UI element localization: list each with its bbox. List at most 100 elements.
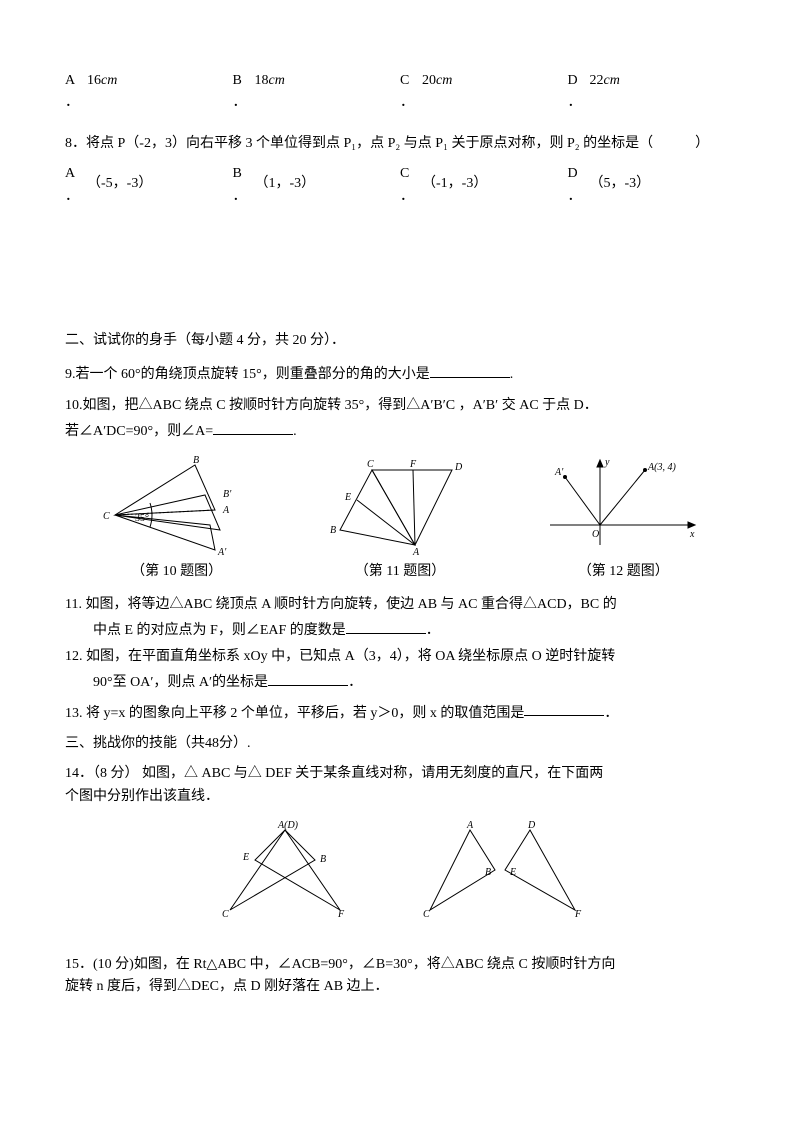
lbl-F: F — [409, 459, 417, 470]
q7-opt-d: D ． 22cm — [568, 70, 736, 115]
q9-text: 9.若一个 60°的角绕顶点旋转 15°，则重叠部分的角的大小是 — [65, 367, 430, 382]
q8-opt-b: B ． （1，-3） — [233, 163, 401, 208]
lbl-F: F — [337, 909, 345, 920]
lbl-A: A — [412, 547, 420, 555]
q7-opt-a: A ． 16cm — [65, 70, 233, 115]
q7-options: A． 16cm B． 18cm C． 20cm D． 22cm — [65, 70, 735, 115]
lbl-AD: A(D) — [277, 820, 299, 831]
lbl-O: O — [592, 529, 599, 540]
q11-l1: 11. 如图，将等边△ABC 绕顶点 A 顺时针方向旋转，使边 AB 与 AC … — [65, 597, 617, 612]
q8-opt-c: C． （-1，-3） — [400, 163, 568, 208]
q11-indent: 中点 E 的对应点为 F，则∠EAF 的度数是． — [65, 623, 440, 638]
lbl-A: A(3, 4) — [647, 462, 676, 473]
lbl: D — [568, 166, 578, 181]
lbl-angle: 35° — [135, 513, 149, 524]
lbl-E: E — [242, 852, 249, 863]
val: 18 — [255, 73, 269, 88]
val: 20 — [422, 73, 436, 88]
lbl: D — [568, 73, 578, 88]
punct: ． — [233, 189, 247, 204]
lbl: A — [65, 166, 75, 181]
punct: ． — [568, 189, 582, 204]
q8-opt-a: A ． （-5，-3） — [65, 163, 233, 208]
val: （1，-3） — [255, 176, 316, 191]
q13-text: 13. 将 y=x 的图象向上平移 2 个单位，平移后，若 y＞0，则 x 的取… — [65, 705, 524, 720]
unit: cm — [604, 73, 620, 88]
punct: ． — [65, 95, 79, 110]
lbl-A: A — [466, 820, 474, 831]
q15-l2: 旋转 n 度后，得到△DEC，点 D 刚好落在 AB 边上． — [65, 979, 389, 994]
lbl: C — [400, 73, 409, 88]
figcap-row-1: （第 10 题图） （第 11 题图） （第 12 题图） — [65, 561, 735, 583]
cap12: （第 12 题图） — [512, 561, 735, 583]
q10-blank — [213, 417, 293, 435]
lbl-A: A — [222, 505, 230, 516]
lbl-x: x — [689, 529, 695, 540]
figures-row-1: B B' A A' C 35° C F D E B A — [65, 455, 735, 555]
q13-punct: ． — [604, 705, 618, 720]
section3-heading: 三、挑战你的技能（共48分）. — [65, 733, 735, 755]
q10: 10.如图，把△ABC 绕点 C 按顺时针方向旋转 35°，得到△A′B′C ，… — [65, 395, 735, 444]
val: （5，-3） — [590, 176, 651, 191]
q14-l2: 个图中分别作出该直线． — [65, 789, 219, 804]
q13-blank — [524, 699, 604, 717]
fig14b-svg: A D B E C F — [415, 820, 590, 920]
lbl-C: C — [222, 909, 229, 920]
lbl-B: B — [485, 867, 491, 878]
lbl-C: C — [423, 909, 430, 920]
q12-indent: 90°至 OA′，则点 A′的坐标是 ． — [65, 675, 362, 690]
q8-opt-d: D ． （5，-3） — [568, 163, 736, 208]
q7-opt-c: C ． 20cm — [400, 70, 568, 115]
q7-opt-b: B ． 18cm — [233, 70, 401, 115]
figures-row-2: A(D) E B C F A D B E C F — [65, 820, 735, 920]
lbl: B — [233, 166, 242, 181]
lbl: A — [65, 73, 75, 88]
lbl-D: D — [454, 462, 463, 473]
lbl-E: E — [344, 492, 351, 503]
q13: 13. 将 y=x 的图象向上平移 2 个单位，平移后，若 y＞0，则 x 的取… — [65, 699, 735, 725]
lbl-Ap: A' — [217, 547, 227, 555]
lbl-y: y — [604, 457, 610, 468]
lbl-E: E — [509, 867, 516, 878]
lbl: B — [233, 73, 242, 88]
punct: ． — [233, 95, 247, 110]
punct: ． — [568, 95, 582, 110]
punct: ． — [400, 189, 414, 204]
q8-options: A． （-5，-3） B． （1，-3） C． （-1，-3） D． （5，-3… — [65, 163, 735, 208]
unit: cm — [436, 73, 452, 88]
q10-punct: . — [293, 424, 297, 439]
fig10-svg: B B' A A' C 35° — [95, 455, 255, 555]
lbl-B: B — [330, 525, 336, 536]
lbl-D: D — [527, 820, 536, 831]
lbl-Bp: B' — [223, 489, 232, 500]
q15-l1: 15．(10 分)如图，在 Rt△ABC 中，∠ACB=90°，∠B=30°，将… — [65, 957, 615, 972]
q11-punct: ． — [426, 623, 440, 638]
q12-punct: ． — [348, 675, 362, 690]
lbl-F: F — [574, 909, 582, 920]
q9: 9.若一个 60°的角绕顶点旋转 15°，则重叠部分的角的大小是. — [65, 360, 735, 386]
q12-blank — [268, 668, 348, 686]
lbl-Ap: A' — [554, 467, 564, 478]
val: （-5，-3） — [87, 176, 152, 191]
unit: cm — [101, 73, 117, 88]
q10-l1: 10.如图，把△ABC 绕点 C 按顺时针方向旋转 35°，得到△A′B′C ，… — [65, 398, 598, 413]
q11: 11. 如图，将等边△ABC 绕顶点 A 顺时针方向旋转，使边 AB 与 AC … — [65, 594, 735, 643]
section2-heading: 二、试试你的身手（每小题 4 分，共 20 分）． — [65, 330, 735, 352]
q15: 15．(10 分)如图，在 Rt△ABC 中，∠ACB=90°，∠B=30°，将… — [65, 954, 735, 999]
q8-stem: 8．将点 P（-2，3）向右平移 3 个单位得到点 P₁，点 P₂ 与点 P₁ … — [65, 133, 735, 155]
fig12-svg: y x O A' A(3, 4) — [535, 455, 705, 555]
val: 22 — [590, 73, 604, 88]
punct: ． — [400, 95, 414, 110]
q11-blank — [346, 616, 426, 634]
q12-l1: 12. 如图，在平面直角坐标系 xOy 中，已知点 A（3，4），将 OA 绕坐… — [65, 649, 615, 664]
q12-l2: 90°至 OA′，则点 A′的坐标是 — [93, 675, 268, 690]
q12: 12. 如图，在平面直角坐标系 xOy 中，已知点 A（3，4），将 OA 绕坐… — [65, 646, 735, 695]
q9-blank — [430, 360, 510, 378]
unit: cm — [269, 73, 285, 88]
q14-l1: 14．（8 分） 如图，△ ABC 与△ DEF 关于某条直线对称，请用无刻度的… — [65, 766, 603, 781]
val: 16 — [87, 73, 101, 88]
lbl: C — [400, 166, 409, 181]
punct: ． — [65, 189, 79, 204]
lbl-B: B — [320, 854, 326, 865]
q14: 14．（8 分） 如图，△ ABC 与△ DEF 关于某条直线对称，请用无刻度的… — [65, 763, 735, 808]
